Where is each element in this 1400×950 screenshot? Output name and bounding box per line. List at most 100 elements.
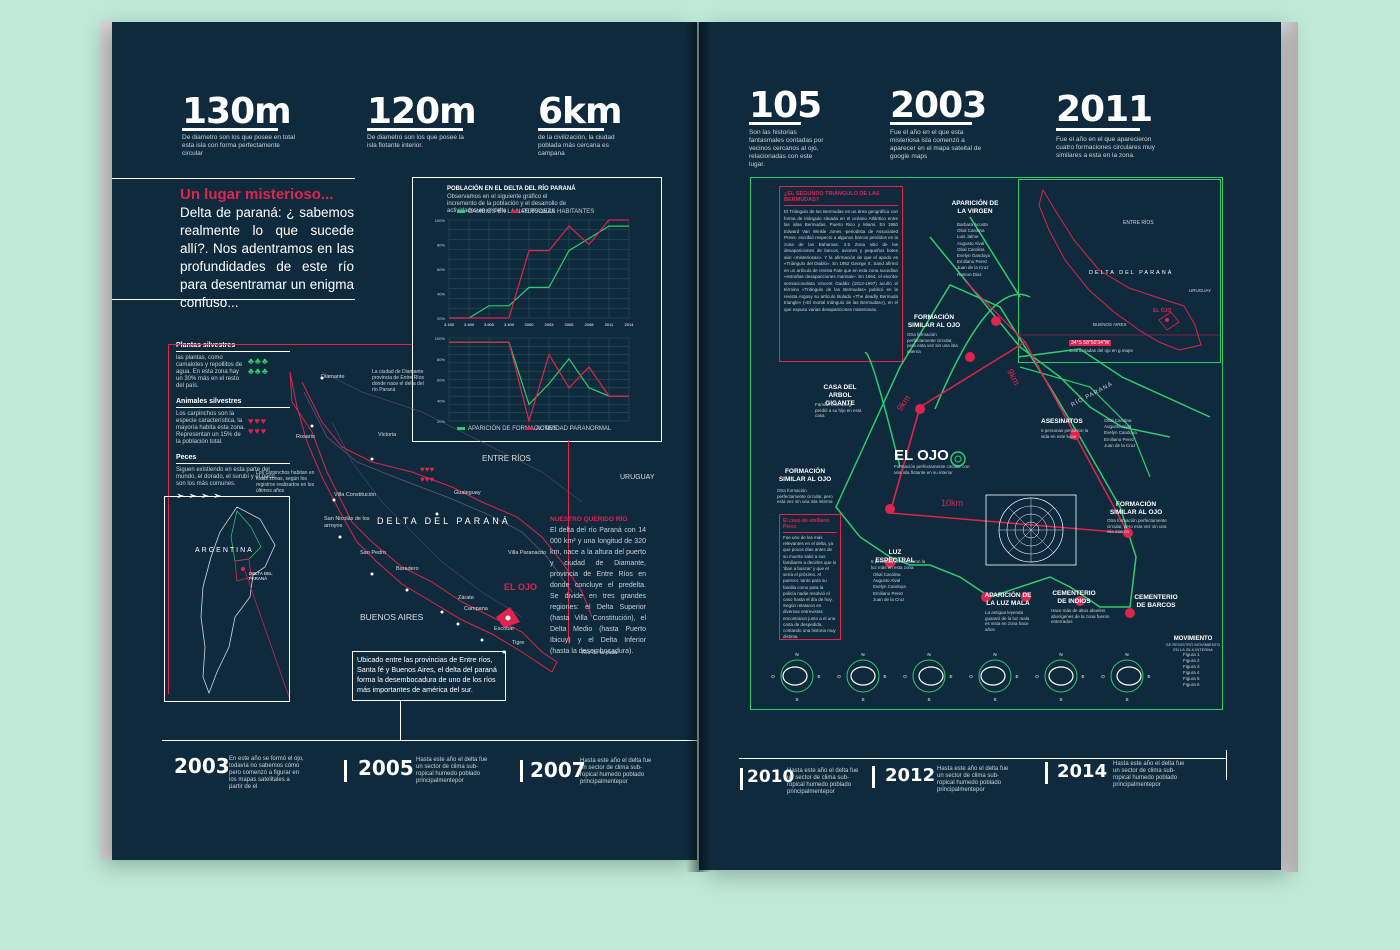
compass-label: E (949, 674, 952, 679)
uruguay-label: URUGUAY (620, 474, 655, 481)
island-shape (918, 666, 944, 686)
movement-compass: N E S O (1101, 652, 1150, 702)
pink-connector (568, 440, 569, 516)
island-shape (850, 666, 876, 686)
timeline-text: Hasta este año el delta fue un sector de… (787, 768, 859, 795)
x-tick-label: 2005 (565, 322, 575, 327)
compass-label: O (837, 674, 841, 679)
spine-shadow (686, 22, 712, 872)
mini-map-box: ENTRE RÍOS DELTA DEL PARANÁ URUGUAY BUEN… (1018, 179, 1221, 363)
compass-label: O (1035, 674, 1039, 679)
pink-connector-top (168, 344, 412, 345)
stat-number: 105 (749, 85, 822, 126)
argentina-label: ARGENTINA (195, 547, 254, 554)
stat-number: 2011 (1056, 89, 1153, 130)
nuestro-rio-title: NUESTRO QUERIDO RÍO (550, 516, 628, 523)
place-desc: 5 personas presenciaron la luz más en es… (871, 559, 926, 570)
caption-connector (400, 701, 401, 741)
right-page: 105 Son las historias fantasmales contad… (699, 22, 1281, 870)
y-tick-label: 100% (435, 218, 446, 223)
entre-rios-label: ENTRE RÍOS (482, 454, 531, 463)
intro-bottom-rule (112, 299, 355, 300)
city-label: San Pedro (360, 550, 386, 556)
compass-label: N (1059, 652, 1062, 657)
x-tick-label: 2014 (625, 322, 635, 327)
rio-plata-label: Río de la plata (582, 650, 618, 656)
timeline-text: En este año se formó el ojo, todavía no … (229, 756, 304, 790)
place-label: FORMACIÓN SIMILAR AL OJO (907, 314, 961, 329)
delta-map: ♥♥♥♥♥♥ (289, 371, 593, 673)
x-tick-label: 2011 (605, 322, 614, 327)
place-label: APARICIÓN DE LA VIRGEN (951, 200, 999, 215)
compass-label: O (903, 674, 907, 679)
compass-label: S (861, 697, 864, 702)
movement-compass: N E S O (903, 652, 952, 702)
stat-number: 120m (367, 91, 477, 132)
series-line (449, 219, 629, 319)
place-label: CEMENTERIO DE INDIOS (1052, 590, 1096, 605)
y-tick-label: 80% (437, 357, 445, 362)
luz-list: Obal Carolina Augusto Alval Evelyn Candoya… (873, 572, 906, 602)
plant-icons: ♣♣♣ ♣♣♣ (248, 356, 269, 376)
stat-text: de la civilización, la ciudad poblada má… (538, 134, 615, 157)
stat-text: De diametro son los que posee la isla fl… (367, 134, 464, 149)
x-tick-label: 3.400 (504, 322, 515, 327)
svg-text:♥♥♥: ♥♥♥ (420, 465, 435, 474)
timeline-bar (872, 766, 875, 788)
compass-ring (912, 659, 946, 693)
island-shape (1048, 666, 1074, 686)
island-shape (1116, 666, 1142, 686)
city-label: Baradero (396, 566, 419, 572)
el-ojo-subtitle: Formación perfectamente circular con una… (894, 464, 970, 475)
svg-text:♥♥♥: ♥♥♥ (420, 475, 435, 484)
animals-text: Los carpinchos son la especie caracterís… (176, 411, 246, 445)
intro-body: Delta de paraná: ¿ sabemos realmente lo … (180, 205, 354, 310)
pink-connector (568, 516, 569, 642)
compass-label: E (883, 674, 886, 679)
fish-title: Peces (176, 454, 290, 464)
stat-number: 6km (538, 91, 623, 132)
place-desc: Otra formación perfectamente circular, p… (907, 332, 958, 354)
compass-ring (1044, 659, 1078, 693)
place-desc: La antigua leyenda guaraní de la luz mal… (985, 610, 1030, 632)
compass-label: N (861, 652, 864, 657)
compass-ring (1110, 659, 1144, 693)
right-page-edge (1280, 22, 1298, 872)
y-tick-label: 40% (437, 398, 445, 403)
compass-label: E (817, 674, 820, 679)
stat-underline (367, 128, 463, 131)
place-label: CASA DEL ARBOL GIGANTE (823, 384, 857, 407)
timeline-year: 2003 (174, 754, 230, 778)
bermudas-body: El Triángulo de las Bermudas es un área … (784, 209, 898, 312)
place-label: FORMACIÓN SIMILAR AL OJO (778, 468, 832, 483)
animal-icons: ♥♥♥ ♥♥♥ (248, 416, 268, 436)
population-chart-svg: 100% 80% 60% 40% 20%3.150 3.450 3.600 3.400 2000… (435, 218, 635, 424)
stat-underline (538, 128, 604, 131)
place-label: LUZ ESPECTRAL (875, 549, 915, 564)
compass-label: O (771, 674, 775, 679)
movement-compass: N E S O (1035, 652, 1084, 702)
x-tick-label: 3.150 (444, 322, 455, 327)
mini-coords-text: Coordenadas del ojo en g.maps (1069, 348, 1133, 353)
stat-text: Son las historias fantasmales contadas p… (749, 129, 824, 168)
plants-title: Plantas silvestres (176, 342, 290, 352)
y-tick-label: 20% (437, 316, 445, 321)
intro-top-rule (112, 178, 355, 179)
compass-label: O (1101, 674, 1105, 679)
delta-caption: Ubicado entre las provincias de Entre rí… (352, 651, 506, 701)
stat-underline (182, 128, 278, 131)
city-label: Villa Constitución (334, 492, 377, 498)
legend-paranormal: ACTIVIDAD PARANORMAL (525, 426, 611, 433)
delta-map-note: Los carpinchos habitan en estas zonas, s… (256, 470, 315, 494)
timeline-rule (739, 758, 1226, 759)
fish-text: Siguen existiendo en esta parte del mund… (176, 467, 275, 487)
timeline-year: 2005 (358, 756, 414, 780)
island-shape (980, 666, 1006, 686)
y-tick-label: 60% (437, 378, 445, 383)
city-label: Escobar (494, 626, 515, 632)
x-tick-label: 3.600 (484, 322, 495, 327)
pink-connector-line (168, 344, 169, 694)
mini-uruguay: URUGUAY (1189, 288, 1212, 293)
place-desc: Otra formación perfectamente circular, p… (1107, 518, 1167, 534)
stat-text: Fue el año en el que aparecieron cuatro … (1056, 136, 1155, 159)
